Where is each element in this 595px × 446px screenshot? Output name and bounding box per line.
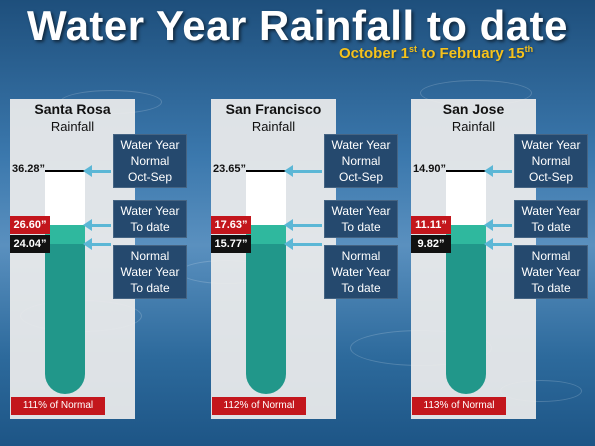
normal-value: 23.65” (213, 163, 247, 175)
normal-value: 36.28” (12, 163, 46, 175)
arrow-normal-todate (284, 238, 322, 250)
normal-value: 14.90” (413, 163, 447, 175)
percent-of-normal: 113% of Normal (412, 397, 506, 415)
station-panel: San Francisco Rainfall 23.65” 17.63” 15.77” (211, 99, 336, 419)
arrow-normal (484, 165, 512, 177)
tube-empty (246, 171, 286, 225)
arrow-normal (284, 165, 322, 177)
label-water-year-normal: Water Year Normal Oct-Sep (324, 134, 398, 188)
tube-empty (446, 171, 486, 225)
todate-value: 26.60” (10, 216, 50, 234)
station-subtitle: Rainfall (251, 119, 296, 134)
arrow-todate (484, 219, 512, 231)
arrow-normal (83, 165, 111, 177)
page-title: Water Year Rainfall to date (26, 2, 568, 49)
label-water-year-normal: Water Year Normal Oct-Sep (514, 134, 588, 188)
arrow-normal-todate (83, 238, 111, 250)
tube-normal-todate (45, 244, 85, 394)
station-subtitle: Rainfall (50, 119, 95, 134)
percent-of-normal: 111% of Normal (11, 397, 105, 415)
label-normal-todate: Normal Water Year To date (324, 245, 398, 299)
tube-normal-todate (446, 244, 486, 394)
station-city: Santa Rosa (34, 101, 111, 117)
tube-todate (45, 225, 85, 244)
label-water-year-todate: Water Year To date (113, 200, 187, 238)
label-water-year-normal: Water Year Normal Oct-Sep (113, 134, 187, 188)
todate-value: 17.63” (211, 216, 251, 234)
arrow-todate (83, 219, 111, 231)
normal-todate-value: 9.82” (411, 235, 451, 253)
station-city: San Jose (442, 101, 505, 117)
tube-normal-todate (246, 244, 286, 394)
station-subtitle: Rainfall (451, 119, 496, 134)
tube-todate (246, 225, 286, 244)
tube-empty (45, 171, 85, 225)
label-normal-todate: Normal Water Year To date (514, 245, 588, 299)
label-normal-todate: Normal Water Year To date (113, 245, 187, 299)
todate-value: 11.11” (411, 216, 451, 234)
normal-marker (45, 170, 85, 172)
normal-marker (246, 170, 286, 172)
percent-of-normal: 112% of Normal (212, 397, 306, 415)
arrow-todate (284, 219, 322, 231)
station-city: San Francisco (225, 101, 322, 117)
normal-marker (446, 170, 486, 172)
label-water-year-todate: Water Year To date (324, 200, 398, 238)
label-water-year-todate: Water Year To date (514, 200, 588, 238)
normal-todate-value: 15.77” (211, 235, 251, 253)
tube-todate (446, 225, 486, 244)
page-subtitle: October 1st to February 15th (339, 44, 534, 62)
normal-todate-value: 24.04” (10, 235, 50, 253)
arrow-normal-todate (484, 238, 512, 250)
